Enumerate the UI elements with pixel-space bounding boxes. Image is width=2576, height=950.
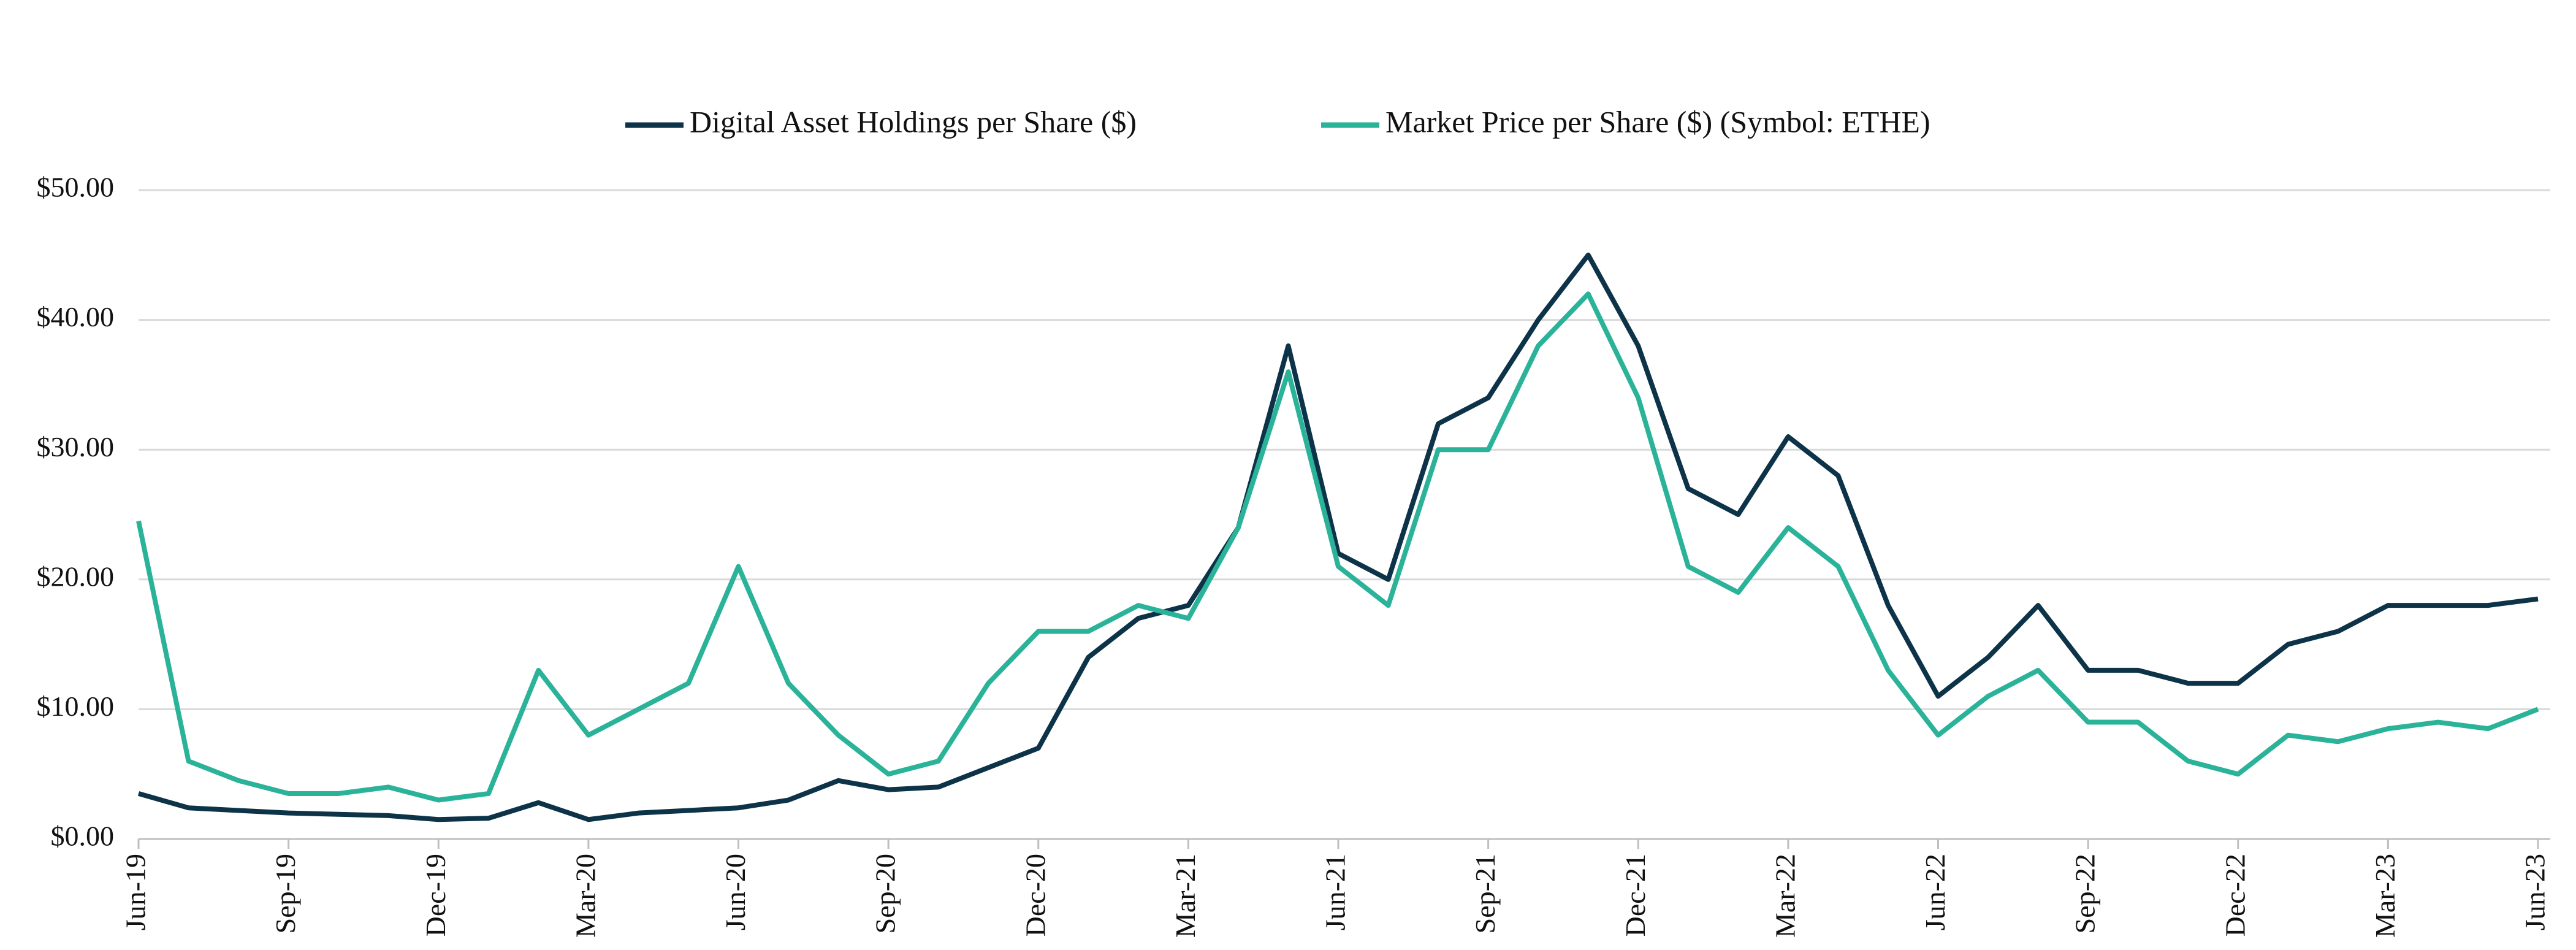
x-tick-label: Jun-19 [120,854,151,930]
y-tick-label: $20.00 [37,561,115,592]
x-tick-label: Sep-21 [1469,854,1501,933]
x-tick-label: Jun-22 [1919,854,1951,930]
y-tick-label: $50.00 [37,172,115,203]
series-line [136,291,2539,803]
y-tick-label: $0.00 [51,821,115,852]
y-tick-label: $30.00 [37,431,115,462]
y-tick-label: $10.00 [37,691,115,722]
x-tick-label: Dec-20 [1019,854,1051,937]
x-tick-label: Sep-19 [270,854,301,933]
x-tick-label: Mar-22 [1769,854,1801,938]
x-tick-label: Sep-20 [870,854,901,933]
series-line [137,252,2539,822]
x-tick-label: Jun-21 [1320,854,1351,930]
x-tick-label: Jun-20 [720,854,751,930]
legend-label: Digital Asset Holdings per Share ($) [690,104,1137,139]
x-tick-label: Sep-22 [2070,854,2101,933]
x-tick-label: Dec-22 [2219,854,2250,937]
x-tick-label: Mar-23 [2369,854,2401,938]
x-tick-label: Mar-21 [1170,854,1201,938]
y-tick-label: $40.00 [37,301,115,332]
legend-label: Market Price per Share ($) (Symbol: ETHE… [1385,104,1930,139]
x-tick-label: Jun-23 [2520,854,2551,930]
x-tick-label: Mar-20 [570,854,601,938]
x-tick-label: Dec-19 [420,854,451,937]
x-tick-label: Dec-21 [1620,854,1651,937]
